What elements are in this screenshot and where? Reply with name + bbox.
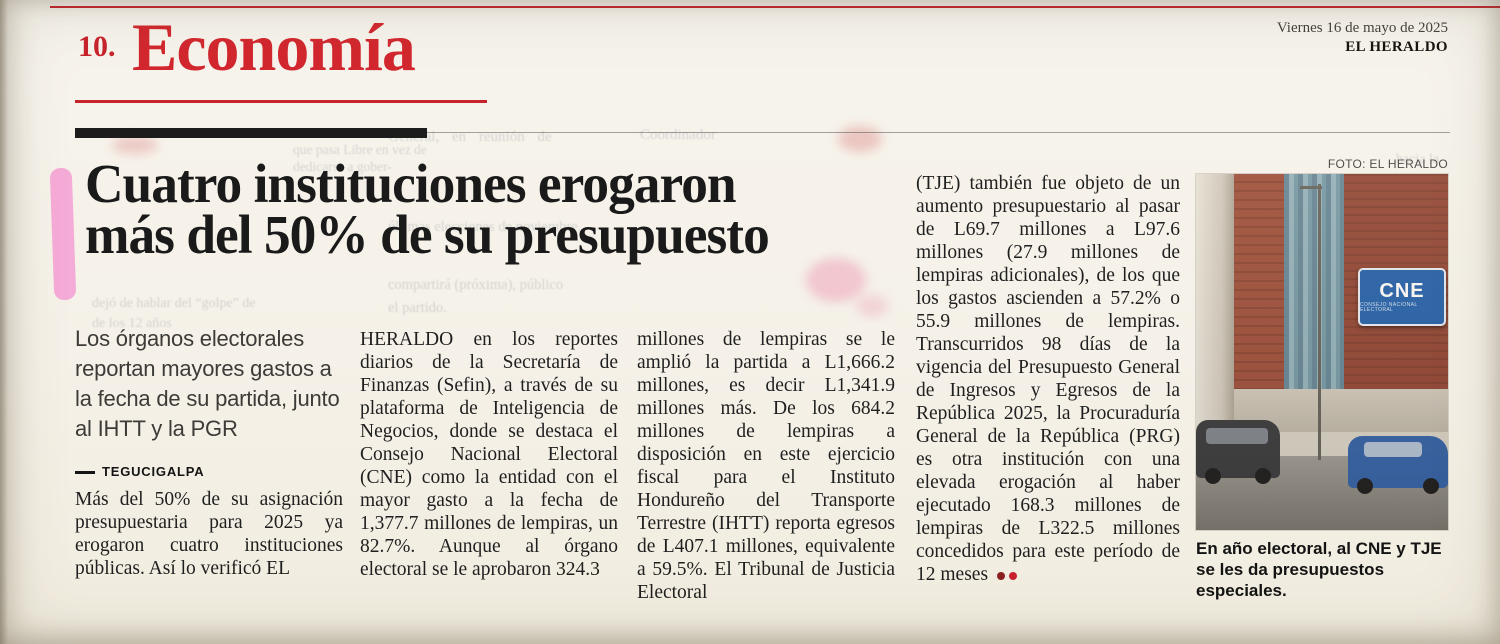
photo-left-building <box>1196 174 1236 436</box>
ink-bleed-artifact <box>112 136 158 154</box>
photo-brick-tower <box>1234 174 1288 426</box>
headline-line-1: Cuatro instituciones erogaron <box>85 153 737 214</box>
photo-tint-overlay <box>1196 174 1448 530</box>
edition-date: Viernes 16 de mayo de 2025 <box>1276 20 1448 36</box>
bleedthrough-text: hacia la <box>1396 152 1440 167</box>
light-pole <box>1318 184 1321 460</box>
ink-bleed-artifact <box>838 126 882 152</box>
end-dot-dark <box>996 572 1005 580</box>
section-underline <box>75 100 487 103</box>
edition-info: Viernes 16 de mayo de 2025 EL HERALDO <box>1277 20 1448 56</box>
body-column-4-text: (TJE) también fue objeto de un aumento p… <box>916 173 1180 585</box>
body-column-4: (TJE) también fue objeto de un aumento p… <box>916 172 1180 586</box>
suv-wheel <box>1205 468 1221 484</box>
bleedthrough-text: de los 12 años <box>92 316 172 331</box>
suv-window <box>1206 428 1268 444</box>
end-dot-red <box>1008 572 1017 580</box>
header-divider-bar <box>75 128 427 138</box>
dark-suv <box>1196 420 1280 484</box>
pink-highlighter-mark <box>49 167 77 301</box>
bleedthrough-text: que pasa Libre en vez de dedicarse a gob… <box>293 142 427 174</box>
cne-sign: CNE CONSEJO NACIONAL ELECTORAL <box>1358 268 1446 326</box>
light-pole-arm <box>1300 186 1322 189</box>
masthead: EL HERALDO <box>1345 39 1448 55</box>
dateline-city: TEGUCIGALPA <box>102 464 205 479</box>
suv-wheel <box>1255 468 1271 484</box>
end-of-article-marker <box>993 564 1017 585</box>
bleedthrough-text: General, en reunión de <box>388 129 552 145</box>
ink-bleed-artifact <box>856 295 888 317</box>
scan-edge-shadow <box>0 0 8 644</box>
cne-sign-text: CNE <box>1379 281 1424 301</box>
header-divider-line <box>75 132 1450 133</box>
section-title: Economía <box>132 9 416 85</box>
dateline-rule <box>75 471 95 475</box>
photo-caption: En año electoral, al CNE y TJE se les da… <box>1196 539 1442 600</box>
cne-sign-subtext: CONSEJO NACIONAL ELECTORAL <box>1360 303 1444 313</box>
top-red-rule <box>50 6 1500 8</box>
bleedthrough-text: compartirá (próxima), público <box>388 277 564 293</box>
dateline: TEGUCIGALPA <box>75 464 204 479</box>
photo-credit: FOTO: EL HERALDO <box>1327 157 1448 171</box>
bleedthrough-text: Coordinador <box>640 127 716 143</box>
page-number: 10. <box>78 30 116 63</box>
bleedthrough-text: últimas elecciones de noviembre. <box>388 219 582 235</box>
ink-bleed-artifact <box>806 258 866 302</box>
body-column-1: Más del 50% de su asignación presupuesta… <box>75 489 343 579</box>
body-column-2: HERALDO en los reportes diarios de la Se… <box>360 329 618 580</box>
car-wheel <box>1423 478 1439 494</box>
car-wheel <box>1357 478 1373 494</box>
article-headline: Cuatro instituciones erogaron más del 50… <box>85 153 919 265</box>
article-deck: Los órganos electorales reportan mayores… <box>75 326 340 441</box>
blue-car <box>1348 436 1448 494</box>
cne-building-photo: CNE CONSEJO NACIONAL ELECTORAL <box>1196 174 1448 530</box>
bleedthrough-text: dejó de hablar del “golpe” de <box>92 296 256 311</box>
headline-line-2: más del 50% de su presupuesto <box>85 204 770 265</box>
body-column-3: millones de lempiras se le amplió la par… <box>637 329 895 603</box>
car-window <box>1364 442 1422 457</box>
bleedthrough-text: el partido. <box>388 300 447 316</box>
